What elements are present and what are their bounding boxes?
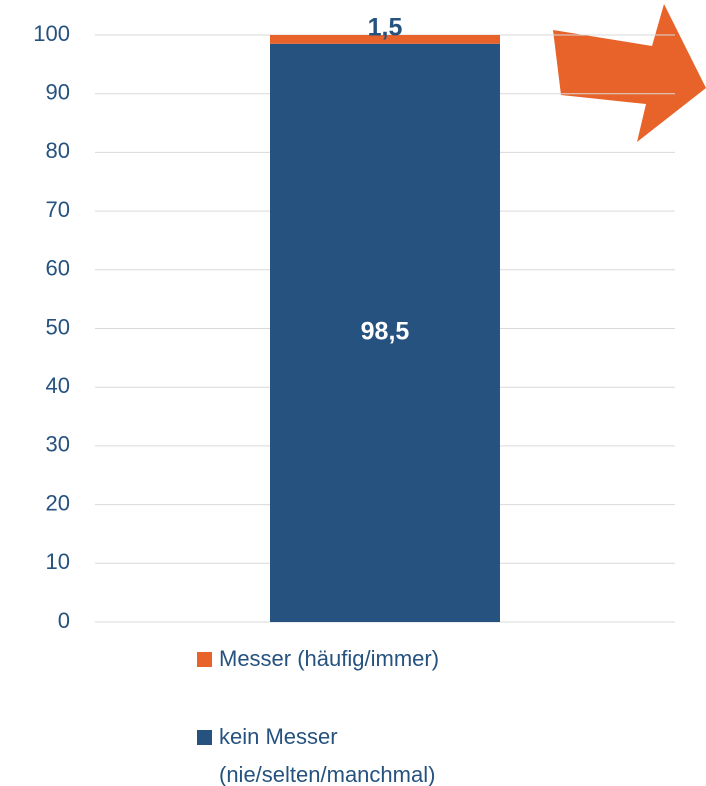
bar-segment xyxy=(270,35,500,44)
y-tick-label: 10 xyxy=(46,549,70,574)
y-tick-label: 0 xyxy=(58,608,70,633)
y-tick-label: 30 xyxy=(46,432,70,457)
y-tick-label: 40 xyxy=(46,373,70,398)
y-tick-label: 80 xyxy=(46,138,70,163)
y-tick-label: 60 xyxy=(46,256,70,281)
y-tick-label: 100 xyxy=(33,21,70,46)
data-label: 1,5 xyxy=(368,14,403,42)
y-tick-label: 20 xyxy=(46,490,70,515)
y-tick-label: 90 xyxy=(46,80,70,105)
y-tick-label: 70 xyxy=(46,197,70,222)
y-tick-label: 50 xyxy=(46,314,70,339)
bar-segment xyxy=(270,43,500,623)
legend-label: Messer (häufig/immer) xyxy=(219,646,440,671)
legend-label: kein Messer (nie/selten/manchmal) xyxy=(219,724,436,786)
data-label: 98,5 xyxy=(361,318,410,346)
decorative-arrow xyxy=(553,4,706,142)
legend-swatch xyxy=(197,652,212,667)
legend-swatch xyxy=(197,730,212,745)
